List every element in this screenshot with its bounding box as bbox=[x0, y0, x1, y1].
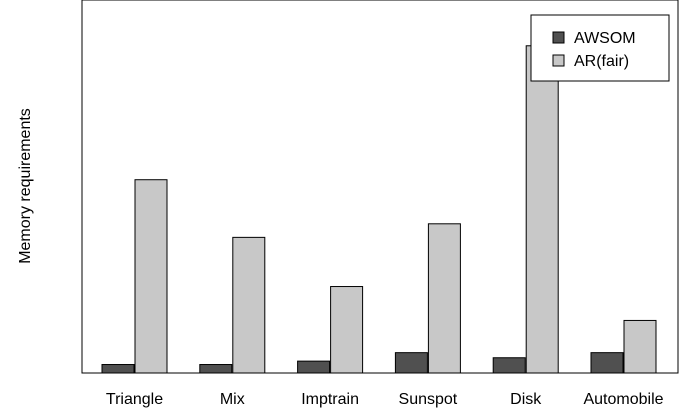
legend-box bbox=[530, 14, 670, 82]
bar-awsom-disk bbox=[492, 357, 526, 374]
plot-frame bbox=[81, 0, 679, 374]
legend: AWSOM AR(fair) bbox=[530, 14, 670, 82]
x-tick-label-automobile: Automobile bbox=[583, 391, 663, 408]
x-tick-label-sunspot: Sunspot bbox=[399, 391, 458, 408]
bar-ar-fair-mix bbox=[232, 236, 266, 374]
bar-ar-fair-sunspot bbox=[427, 223, 461, 374]
x-tick-label-mix: Mix bbox=[220, 391, 245, 408]
x-tick-label-imptrain: Imptrain bbox=[301, 391, 359, 408]
bars-layer bbox=[101, 45, 657, 374]
bar-ar-fair-automobile bbox=[623, 319, 657, 374]
legend-label-awsom: AWSOM bbox=[574, 30, 636, 47]
legend-swatch-ar-fair bbox=[552, 54, 565, 67]
legend-label-ar-fair: AR(fair) bbox=[574, 53, 629, 70]
bar-awsom-mix bbox=[199, 364, 233, 374]
x-tick-label-triangle: Triangle bbox=[106, 391, 163, 408]
x-tick-label-disk: Disk bbox=[510, 391, 542, 408]
bar-awsom-imptrain bbox=[297, 360, 331, 374]
x-tick-labels: Triangle Mix Imptrain Sunspot Disk Automobile bbox=[106, 391, 664, 408]
bar-ar-fair-imptrain bbox=[330, 286, 364, 374]
bar-ar-fair-disk bbox=[525, 45, 559, 374]
y-axis-label: Memory requirements bbox=[17, 108, 34, 264]
bar-ar-fair-triangle bbox=[134, 179, 168, 374]
bar-awsom-triangle bbox=[101, 364, 135, 374]
bar-awsom-automobile bbox=[590, 352, 624, 374]
legend-swatch-awsom bbox=[552, 31, 565, 44]
bar-awsom-sunspot bbox=[394, 352, 428, 374]
